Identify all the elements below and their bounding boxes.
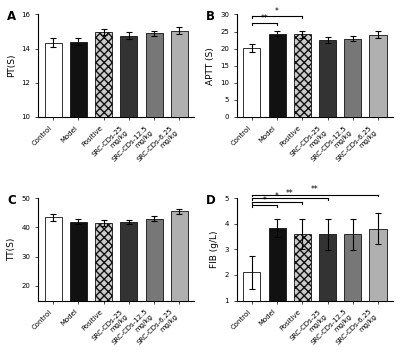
Bar — [319, 40, 336, 117]
Y-axis label: APTT (S): APTT (S) — [206, 47, 214, 84]
Y-axis label: TT(S): TT(S) — [7, 238, 16, 261]
Bar — [45, 217, 62, 301]
Bar — [344, 39, 361, 117]
Bar — [171, 31, 188, 117]
Bar — [171, 211, 188, 301]
Bar — [268, 228, 286, 301]
Text: B: B — [206, 10, 214, 23]
Bar — [95, 33, 112, 117]
Bar — [344, 234, 361, 301]
Bar — [45, 43, 62, 117]
Text: **: ** — [286, 189, 294, 198]
Bar — [146, 219, 163, 301]
Bar — [95, 223, 112, 301]
Y-axis label: PT(S): PT(S) — [7, 54, 16, 77]
Text: *: * — [275, 7, 279, 16]
Text: D: D — [206, 194, 215, 207]
Bar — [243, 272, 260, 301]
Text: A: A — [7, 10, 16, 23]
Bar — [70, 42, 87, 117]
Bar — [268, 34, 286, 117]
Text: **: ** — [311, 185, 319, 194]
Bar — [120, 36, 138, 117]
Text: C: C — [7, 194, 16, 207]
Bar — [369, 229, 386, 301]
Bar — [243, 48, 260, 117]
Text: *: * — [275, 192, 279, 201]
Bar — [146, 33, 163, 117]
Y-axis label: FIB (g/L): FIB (g/L) — [210, 231, 219, 268]
Bar — [319, 234, 336, 301]
Bar — [369, 35, 386, 117]
Text: *: * — [262, 196, 266, 205]
Bar — [120, 222, 138, 301]
Text: **: ** — [261, 14, 268, 23]
Bar — [294, 34, 311, 117]
Bar — [294, 234, 311, 301]
Bar — [70, 222, 87, 301]
